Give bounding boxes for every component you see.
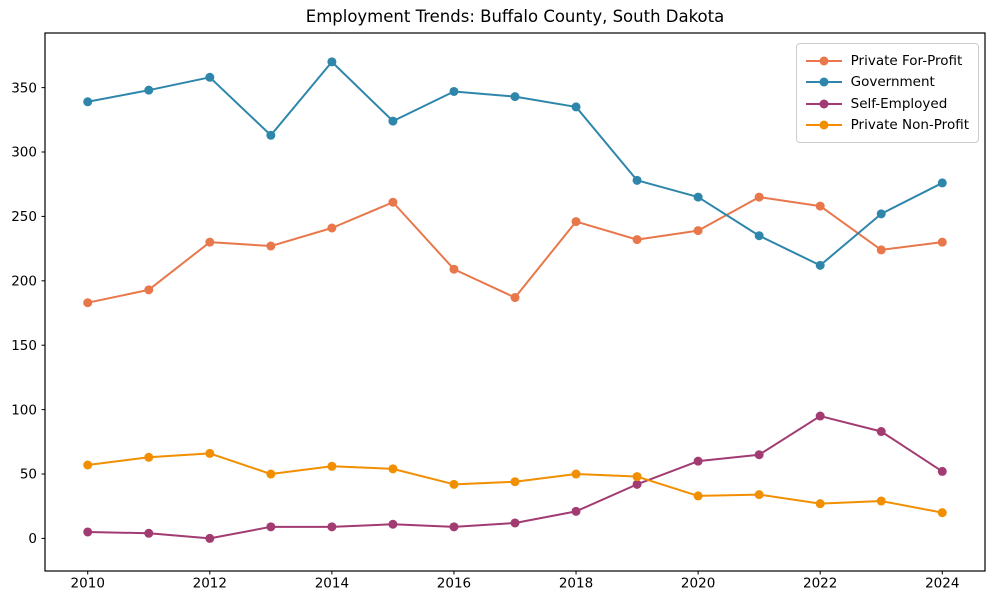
legend-marker-icon (805, 77, 842, 87)
data-point-private-for-profit (571, 217, 581, 227)
data-point-private-non-profit (876, 496, 886, 506)
data-point-self-employed (815, 411, 825, 421)
data-point-private-for-profit (876, 245, 886, 255)
x-tick-label: 2010 (71, 576, 105, 592)
data-point-government (205, 72, 215, 82)
legend-label: Self-Employed (850, 95, 948, 112)
data-point-self-employed (754, 450, 764, 460)
data-point-government (449, 86, 459, 96)
x-tick-label: 2016 (437, 576, 471, 592)
data-point-government (571, 102, 581, 112)
y-tick-label: 0 (28, 531, 37, 547)
data-point-private-non-profit (83, 460, 93, 470)
legend-item-self-employed: Self-Employed (805, 93, 969, 115)
legend-label: Private For-Profit (850, 52, 963, 69)
y-tick-label: 150 (11, 338, 37, 354)
data-point-private-non-profit (632, 472, 642, 482)
data-point-private-for-profit (632, 235, 642, 245)
data-point-government (327, 57, 337, 67)
legend-item-private-for-profit: Private For-Profit (805, 50, 969, 72)
data-point-private-non-profit (510, 477, 520, 487)
data-point-government (510, 92, 520, 102)
data-point-private-for-profit (449, 264, 459, 274)
x-tick-label: 2014 (315, 576, 349, 592)
data-point-government (815, 260, 825, 270)
y-tick-label: 350 (11, 80, 37, 96)
chart-title: Employment Trends: Buffalo County, South… (305, 7, 725, 26)
y-tick-label: 300 (11, 145, 37, 161)
data-point-private-non-profit (815, 499, 825, 509)
data-point-private-for-profit (388, 197, 398, 207)
data-point-private-non-profit (449, 479, 459, 489)
legend-marker-icon (805, 120, 842, 130)
data-point-self-employed (876, 427, 886, 437)
data-point-private-non-profit (571, 469, 581, 479)
data-point-self-employed (388, 519, 398, 529)
data-point-government (144, 85, 154, 95)
data-point-self-employed (449, 522, 459, 532)
data-point-government (693, 192, 703, 202)
x-tick-label: 2020 (681, 576, 715, 592)
data-point-self-employed (266, 522, 276, 532)
data-point-private-for-profit (327, 223, 337, 233)
legend-circle-swatch (819, 99, 829, 109)
data-point-private-for-profit (815, 201, 825, 211)
data-point-private-non-profit (144, 452, 154, 462)
data-point-private-non-profit (327, 461, 337, 471)
data-point-self-employed (144, 528, 154, 538)
legend-label: Private Non-Profit (850, 117, 969, 134)
x-tick-label: 2018 (559, 576, 593, 592)
data-point-self-employed (510, 518, 520, 528)
y-tick-label: 250 (11, 209, 37, 225)
legend: Private For-Profit Government Self-Employe… (795, 43, 979, 143)
data-point-self-employed (205, 533, 215, 543)
data-point-government (876, 209, 886, 219)
y-tick-label: 50 (20, 467, 37, 483)
y-tick-label: 200 (11, 274, 37, 290)
data-point-private-non-profit (266, 469, 276, 479)
data-point-private-for-profit (205, 237, 215, 247)
data-point-private-non-profit (693, 491, 703, 501)
data-point-government (266, 130, 276, 140)
data-point-private-for-profit (144, 285, 154, 295)
data-point-self-employed (327, 522, 337, 532)
data-point-private-for-profit (510, 293, 520, 303)
legend-item-private-non-profit: Private Non-Profit (805, 115, 969, 137)
x-tick-label: 2012 (193, 576, 227, 592)
legend-item-government: Government (805, 72, 969, 94)
legend-marker-icon (805, 99, 842, 109)
legend-marker-icon (805, 56, 842, 66)
y-tick-label: 100 (11, 402, 37, 418)
data-point-self-employed (632, 479, 642, 489)
data-point-private-for-profit (83, 298, 93, 308)
axes-frame (44, 32, 986, 572)
legend-circle-swatch (819, 120, 829, 130)
data-point-private-for-profit (937, 237, 947, 247)
data-point-government (388, 116, 398, 126)
legend-label: Government (850, 74, 935, 91)
data-point-government (937, 178, 947, 188)
data-point-self-employed (83, 527, 93, 537)
x-tick-label: 2024 (925, 576, 959, 592)
data-point-private-for-profit (266, 241, 276, 251)
data-point-private-non-profit (754, 490, 764, 500)
data-point-self-employed (571, 506, 581, 516)
data-point-private-for-profit (754, 192, 764, 202)
data-point-self-employed (937, 466, 947, 476)
data-point-self-employed (693, 456, 703, 466)
data-point-private-non-profit (205, 448, 215, 458)
x-tick-label: 2022 (803, 576, 837, 592)
data-point-private-non-profit (937, 508, 947, 518)
data-point-government (754, 231, 764, 241)
data-point-private-non-profit (388, 464, 398, 474)
legend-circle-swatch (819, 77, 829, 87)
data-point-government (83, 97, 93, 107)
data-point-private-for-profit (693, 226, 703, 236)
legend-circle-swatch (819, 56, 829, 66)
series-line-private-for-profit (86, 196, 944, 304)
data-point-government (632, 175, 642, 185)
